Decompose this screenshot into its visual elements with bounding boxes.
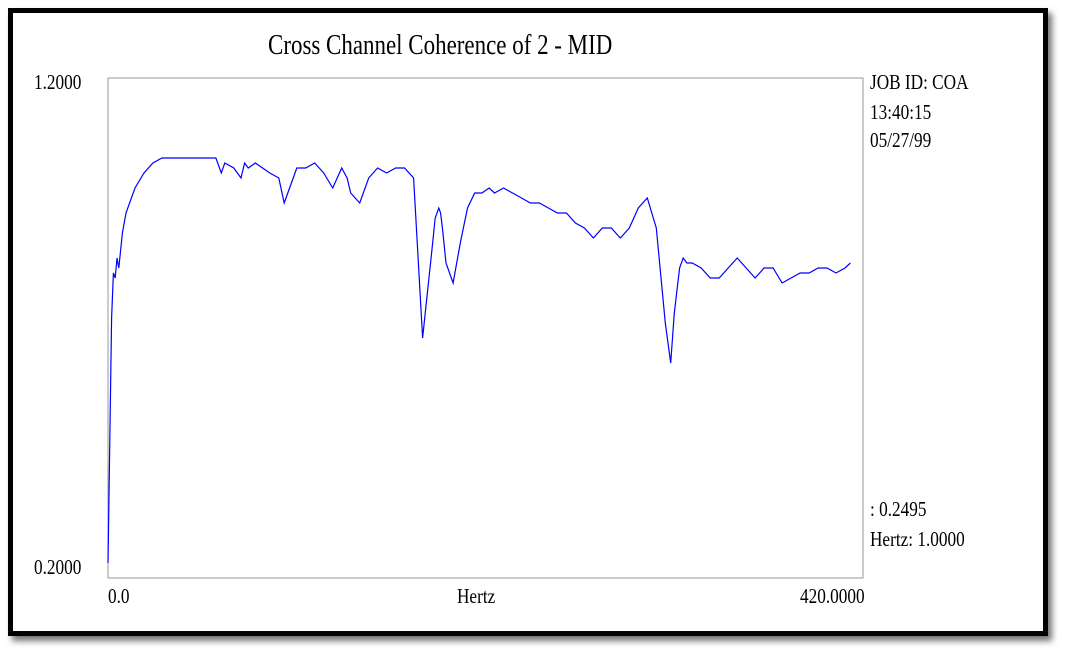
- chart-title: Cross Channel Coherence of 2 - MID: [268, 30, 613, 61]
- chart-frame: [8, 8, 1048, 636]
- cursor-hertz-label: Hertz: 1.0000: [870, 527, 965, 551]
- time-label: 13:40:15: [870, 100, 932, 124]
- x-axis-label: Hertz: [457, 584, 496, 608]
- cursor-value-label: : 0.2495: [870, 497, 927, 521]
- y-tick-label-max: 1.2000: [34, 70, 82, 94]
- date-label: 05/27/99: [870, 128, 932, 152]
- y-tick-label-min: 0.2000: [34, 555, 82, 579]
- x-tick-label-min: 0.0: [108, 584, 130, 608]
- x-tick-label-max: 420.0000: [800, 584, 865, 608]
- plot-border: [107, 77, 864, 579]
- series-line: [107, 157, 851, 564]
- job-id-label: JOB ID: COA: [870, 70, 969, 94]
